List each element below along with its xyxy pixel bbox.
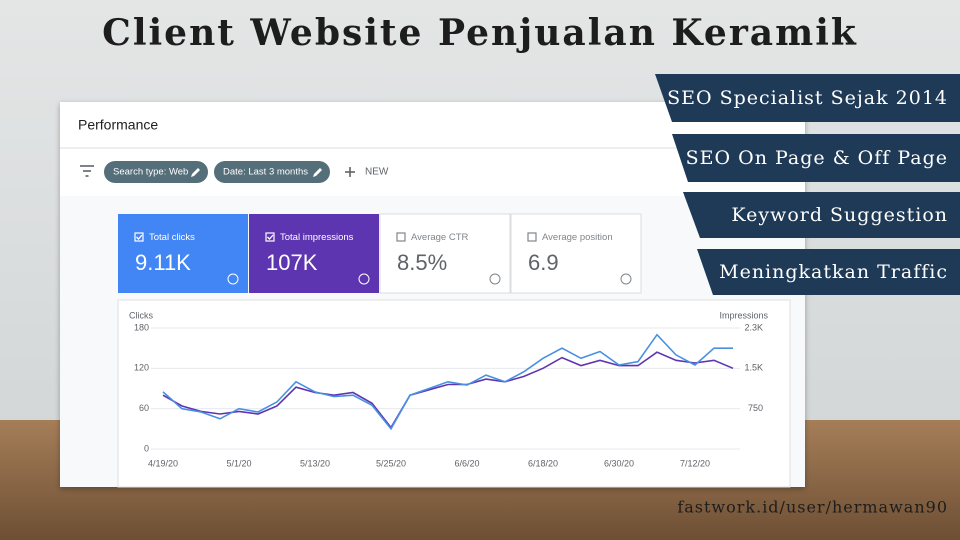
metric-checkmark — [136, 234, 143, 240]
help-icon — [489, 273, 501, 285]
x-tick-label: 4/19/20 — [148, 458, 178, 468]
series-line — [162, 351, 734, 429]
y2-tick-label: 2.3K — [744, 322, 763, 332]
metric-card[interactable] — [510, 213, 642, 294]
main-title: Client Website Penjualan Keramik — [102, 12, 858, 54]
badge-background — [697, 249, 960, 295]
filter-chip-label[interactable]: Date: Last 3 months — [223, 167, 308, 178]
metric-label: Total impressions — [280, 232, 354, 243]
footer-url: fastwork.id/user/hermawan90 — [677, 498, 948, 517]
help-icon — [227, 273, 239, 285]
metric-card[interactable] — [118, 214, 248, 293]
badge-background — [672, 134, 960, 182]
badge-background — [655, 74, 960, 122]
metric-value: 107K — [266, 250, 318, 275]
chart-box — [117, 299, 791, 488]
metric-checkbox — [134, 232, 144, 242]
filter-chip[interactable] — [214, 161, 330, 183]
new-icon[interactable] — [345, 167, 355, 177]
help-icon — [358, 273, 370, 285]
metric-checkbox — [396, 232, 406, 242]
panel-heading: Performance — [78, 117, 158, 133]
badge-text: SEO On Page & Off Page — [686, 147, 948, 169]
y2-tick-label: 1.5K — [744, 363, 763, 373]
y-tick-label: 0 — [144, 443, 149, 453]
y-axis-title: Clicks — [129, 310, 153, 320]
metric-value: 6.9 — [528, 250, 559, 275]
metric-card[interactable] — [379, 213, 511, 294]
x-tick-label: 6/30/20 — [604, 458, 634, 468]
edit-icon[interactable] — [313, 168, 322, 177]
x-tick-label: 5/25/20 — [376, 458, 406, 468]
edit-icon[interactable] — [191, 168, 200, 177]
metric-value: 9.11K — [135, 250, 191, 275]
y2-tick-label: 750 — [748, 403, 763, 413]
y-tick-label: 120 — [134, 363, 149, 373]
filter-icon[interactable] — [80, 165, 94, 177]
filter-chip-label[interactable]: Search type: Web — [113, 167, 188, 178]
badge-text: Meningkatkan Traffic — [719, 261, 948, 283]
x-tick-label: 5/13/20 — [300, 458, 330, 468]
x-tick-label: 7/12/20 — [680, 458, 710, 468]
y-tick-label: 60 — [139, 403, 149, 413]
y2-axis-title: Impressions — [719, 310, 768, 320]
metric-checkbox — [527, 232, 537, 242]
metric-label: Average position — [542, 232, 613, 243]
x-tick-label: 6/18/20 — [528, 458, 558, 468]
new-button[interactable]: NEW — [365, 167, 389, 178]
filter-chip[interactable] — [104, 161, 208, 183]
metric-checkbox — [265, 232, 275, 242]
metric-label: Total clicks — [149, 232, 195, 243]
help-icon — [620, 273, 632, 285]
x-tick-label: 6/6/20 — [454, 458, 479, 468]
badge-text: Keyword Suggestion — [731, 204, 948, 226]
x-tick-label: 5/1/20 — [226, 458, 251, 468]
metric-card[interactable] — [249, 214, 379, 293]
metric-value: 8.5% — [397, 250, 447, 275]
metric-checkmark — [267, 234, 274, 240]
y-tick-label: 180 — [134, 322, 149, 332]
badge-background — [683, 192, 960, 238]
badge-text: SEO Specialist Sejak 2014 — [667, 87, 948, 109]
series-line — [162, 333, 733, 431]
metric-label: Average CTR — [411, 232, 469, 243]
